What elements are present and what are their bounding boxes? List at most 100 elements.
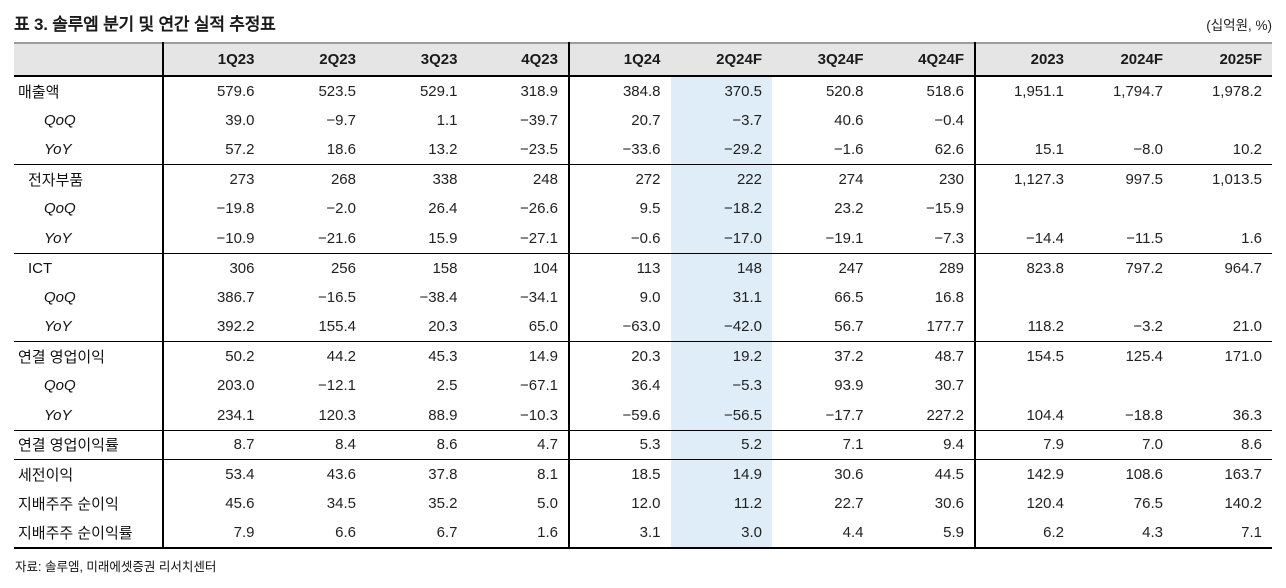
- table-row: YoY 234.1 120.3 88.9 −10.3 −59.6 −56.5 −17.7 227…: [14, 400, 1272, 430]
- cell: 30.6: [772, 459, 874, 489]
- column-header-2q23: 2Q23: [264, 42, 366, 77]
- cell: −23.5: [467, 135, 570, 165]
- cell: 392.2: [216, 318, 255, 335]
- cell: 318.9: [467, 76, 570, 106]
- column-header-4q24f: 4Q24F: [873, 42, 976, 77]
- cell: [1074, 283, 1173, 313]
- cell: −39.7: [467, 105, 570, 135]
- cell: 230: [873, 164, 976, 194]
- row-label: YoY: [14, 223, 164, 253]
- cell: 20.3: [428, 318, 458, 335]
- cell: 43.6: [264, 459, 366, 489]
- table-row: ICT 306 256 158 104 113 148 247 289 823.8 797.2 964…: [14, 252, 1272, 283]
- cell: 5.3: [569, 429, 671, 460]
- cell: 44.5: [873, 459, 976, 489]
- table-row: QoQ −19.8 −2.0 26.4 −26.6 9.5 −18.2 23.2 −15.9: [14, 194, 1272, 224]
- cell: 386.7: [216, 288, 255, 306]
- column-header-1q24: 1Q24: [569, 42, 671, 77]
- row-label: 지배주주 순이익률: [14, 518, 164, 549]
- column-header-3q24f: 3Q24F: [772, 42, 874, 77]
- cell: −19.8: [216, 200, 255, 218]
- cell: 15.1: [1034, 141, 1064, 158]
- corner-cell: [14, 42, 164, 77]
- column-header-1q23: 1Q23: [163, 42, 265, 77]
- column-header-2q24f: 2Q24F: [670, 42, 772, 77]
- cell: 30.7: [873, 371, 976, 401]
- cell: 222: [670, 164, 772, 194]
- cell: 45.3: [366, 341, 468, 371]
- cell: 88.9: [428, 406, 458, 424]
- cell: 30.6: [873, 489, 976, 519]
- cell: 384.8: [622, 82, 661, 100]
- table-row: 지배주주 순이익률 7.9 6.6 6.7 1.6 3.1 3.0 4.4 5.9 6.2 4.3 7…: [14, 518, 1272, 549]
- report-table-section: 표 3. 솔루엠 분기 및 연간 실적 추정표 (십억원, %) 1Q23 2Q2…: [14, 10, 1272, 574]
- cell: 338: [366, 164, 468, 194]
- cell: 62.6: [873, 135, 976, 165]
- row-label: 전자부품: [14, 164, 164, 194]
- cell: 14.9: [467, 341, 570, 371]
- cell: 13.2: [428, 141, 458, 158]
- cell: −29.2: [670, 135, 772, 165]
- cell: 36.3: [1232, 406, 1262, 424]
- cell: 37.2: [772, 341, 874, 371]
- cell: [975, 194, 1074, 224]
- cell: 93.9: [834, 377, 864, 395]
- unit-label: (십억원, %): [1206, 18, 1272, 33]
- cell: 2.5: [436, 377, 458, 395]
- table-row: 전자부품 273 268 338 248 272 222 274 230 1,127.3 997.5…: [14, 164, 1272, 194]
- cell: 8.6: [366, 429, 468, 460]
- cell: 65.0: [467, 312, 570, 342]
- table-header-row: 1Q23 2Q23 3Q23 4Q23 1Q24 2Q24F 3Q24F 4Q24F 2023 2…: [14, 42, 1272, 77]
- cell: 7.9: [163, 518, 265, 549]
- cell: 4.3: [1074, 518, 1173, 549]
- cell: −18.2: [670, 194, 772, 224]
- cell: 35.2: [428, 495, 458, 513]
- row-label: 지배주주 순이익: [14, 489, 164, 519]
- column-header-2023: 2023: [975, 42, 1074, 77]
- cell: −21.6: [318, 229, 356, 247]
- row-label: YoY: [14, 135, 164, 165]
- cell: 21.0: [1232, 318, 1262, 335]
- cell: 20.3: [569, 341, 671, 371]
- cell: −59.6: [622, 406, 661, 424]
- cell: 142.9: [975, 459, 1074, 489]
- cell: 7.1: [772, 429, 874, 460]
- cell: 7.9: [975, 429, 1074, 460]
- cell: −33.6: [622, 141, 661, 158]
- column-header-3q23: 3Q23: [366, 42, 468, 77]
- cell: 227.2: [873, 400, 976, 430]
- cell: 523.5: [318, 82, 356, 100]
- cell: [1173, 371, 1272, 401]
- cell: 18.6: [326, 141, 356, 158]
- cell: 48.7: [873, 341, 976, 371]
- cell: 1.6: [1241, 229, 1262, 247]
- cell: 823.8: [975, 252, 1074, 283]
- cell: 6.2: [975, 518, 1074, 549]
- cell: 36.4: [631, 377, 661, 395]
- cell: −5.3: [670, 371, 772, 401]
- cell: −1.6: [833, 141, 864, 158]
- cell: 272: [569, 164, 671, 194]
- cell: 37.8: [366, 459, 468, 489]
- title-bar: 표 3. 솔루엠 분기 및 연간 실적 추정표 (십억원, %): [14, 10, 1272, 35]
- cell: 203.0: [216, 377, 255, 395]
- cell: 57.2: [225, 141, 255, 158]
- cell: 16.8: [873, 282, 976, 312]
- cell: 56.7: [834, 318, 864, 335]
- row-label: ICT: [14, 252, 164, 283]
- column-header-4q23: 4Q23: [467, 42, 570, 77]
- cell: −42.0: [670, 312, 772, 342]
- table-row: YoY −10.9 −21.6 15.9 −27.1 −0.6 −17.0 −19.1 −7.3…: [14, 223, 1272, 253]
- cell: 12.0: [631, 495, 661, 513]
- cell: 120.4: [1026, 495, 1064, 513]
- cell: 40.6: [834, 111, 864, 129]
- cell: 8.6: [1173, 429, 1272, 460]
- row-label: 세전이익: [14, 459, 164, 489]
- table-row: YoY 57.2 18.6 13.2 −23.5 −33.6 −29.2 −1.6 62.6 15…: [14, 135, 1272, 165]
- row-label: QoQ: [14, 282, 164, 312]
- cell: [1074, 194, 1173, 224]
- column-header-2025f: 2025F: [1173, 42, 1272, 77]
- cell: [1074, 106, 1173, 136]
- cell: −67.1: [467, 371, 570, 401]
- cell: 8.4: [264, 429, 366, 460]
